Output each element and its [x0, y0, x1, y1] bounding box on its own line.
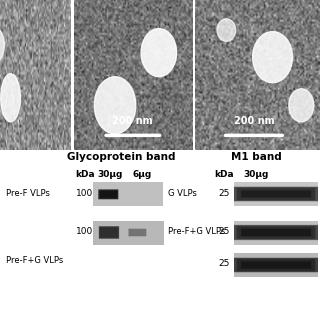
Ellipse shape	[1, 74, 20, 122]
Ellipse shape	[252, 32, 292, 83]
Ellipse shape	[289, 89, 314, 122]
Text: 6µg: 6µg	[133, 170, 152, 179]
Text: M1 band: M1 band	[231, 152, 281, 162]
Text: 200 nm: 200 nm	[234, 116, 274, 126]
Text: 25: 25	[218, 260, 230, 268]
Text: kDa: kDa	[75, 170, 95, 179]
Ellipse shape	[0, 28, 4, 62]
Text: 25: 25	[218, 189, 230, 198]
Ellipse shape	[94, 77, 136, 134]
Ellipse shape	[217, 19, 236, 41]
Text: 25: 25	[218, 228, 230, 236]
Text: Glycoprotein band: Glycoprotein band	[67, 152, 176, 162]
Text: 30µg: 30µg	[243, 170, 269, 179]
Ellipse shape	[141, 28, 177, 77]
Text: 100: 100	[76, 228, 93, 236]
Text: kDa: kDa	[214, 170, 234, 179]
Text: Pre-F VLPs: Pre-F VLPs	[6, 189, 50, 198]
Text: 100: 100	[76, 189, 93, 198]
Text: 30µg: 30µg	[98, 170, 123, 179]
Text: G VLPs: G VLPs	[168, 189, 197, 198]
Text: Pre-F+G VLPs: Pre-F+G VLPs	[168, 228, 225, 236]
Text: 200 nm: 200 nm	[113, 116, 153, 126]
Text: Pre-F+G VLPs: Pre-F+G VLPs	[6, 256, 64, 265]
